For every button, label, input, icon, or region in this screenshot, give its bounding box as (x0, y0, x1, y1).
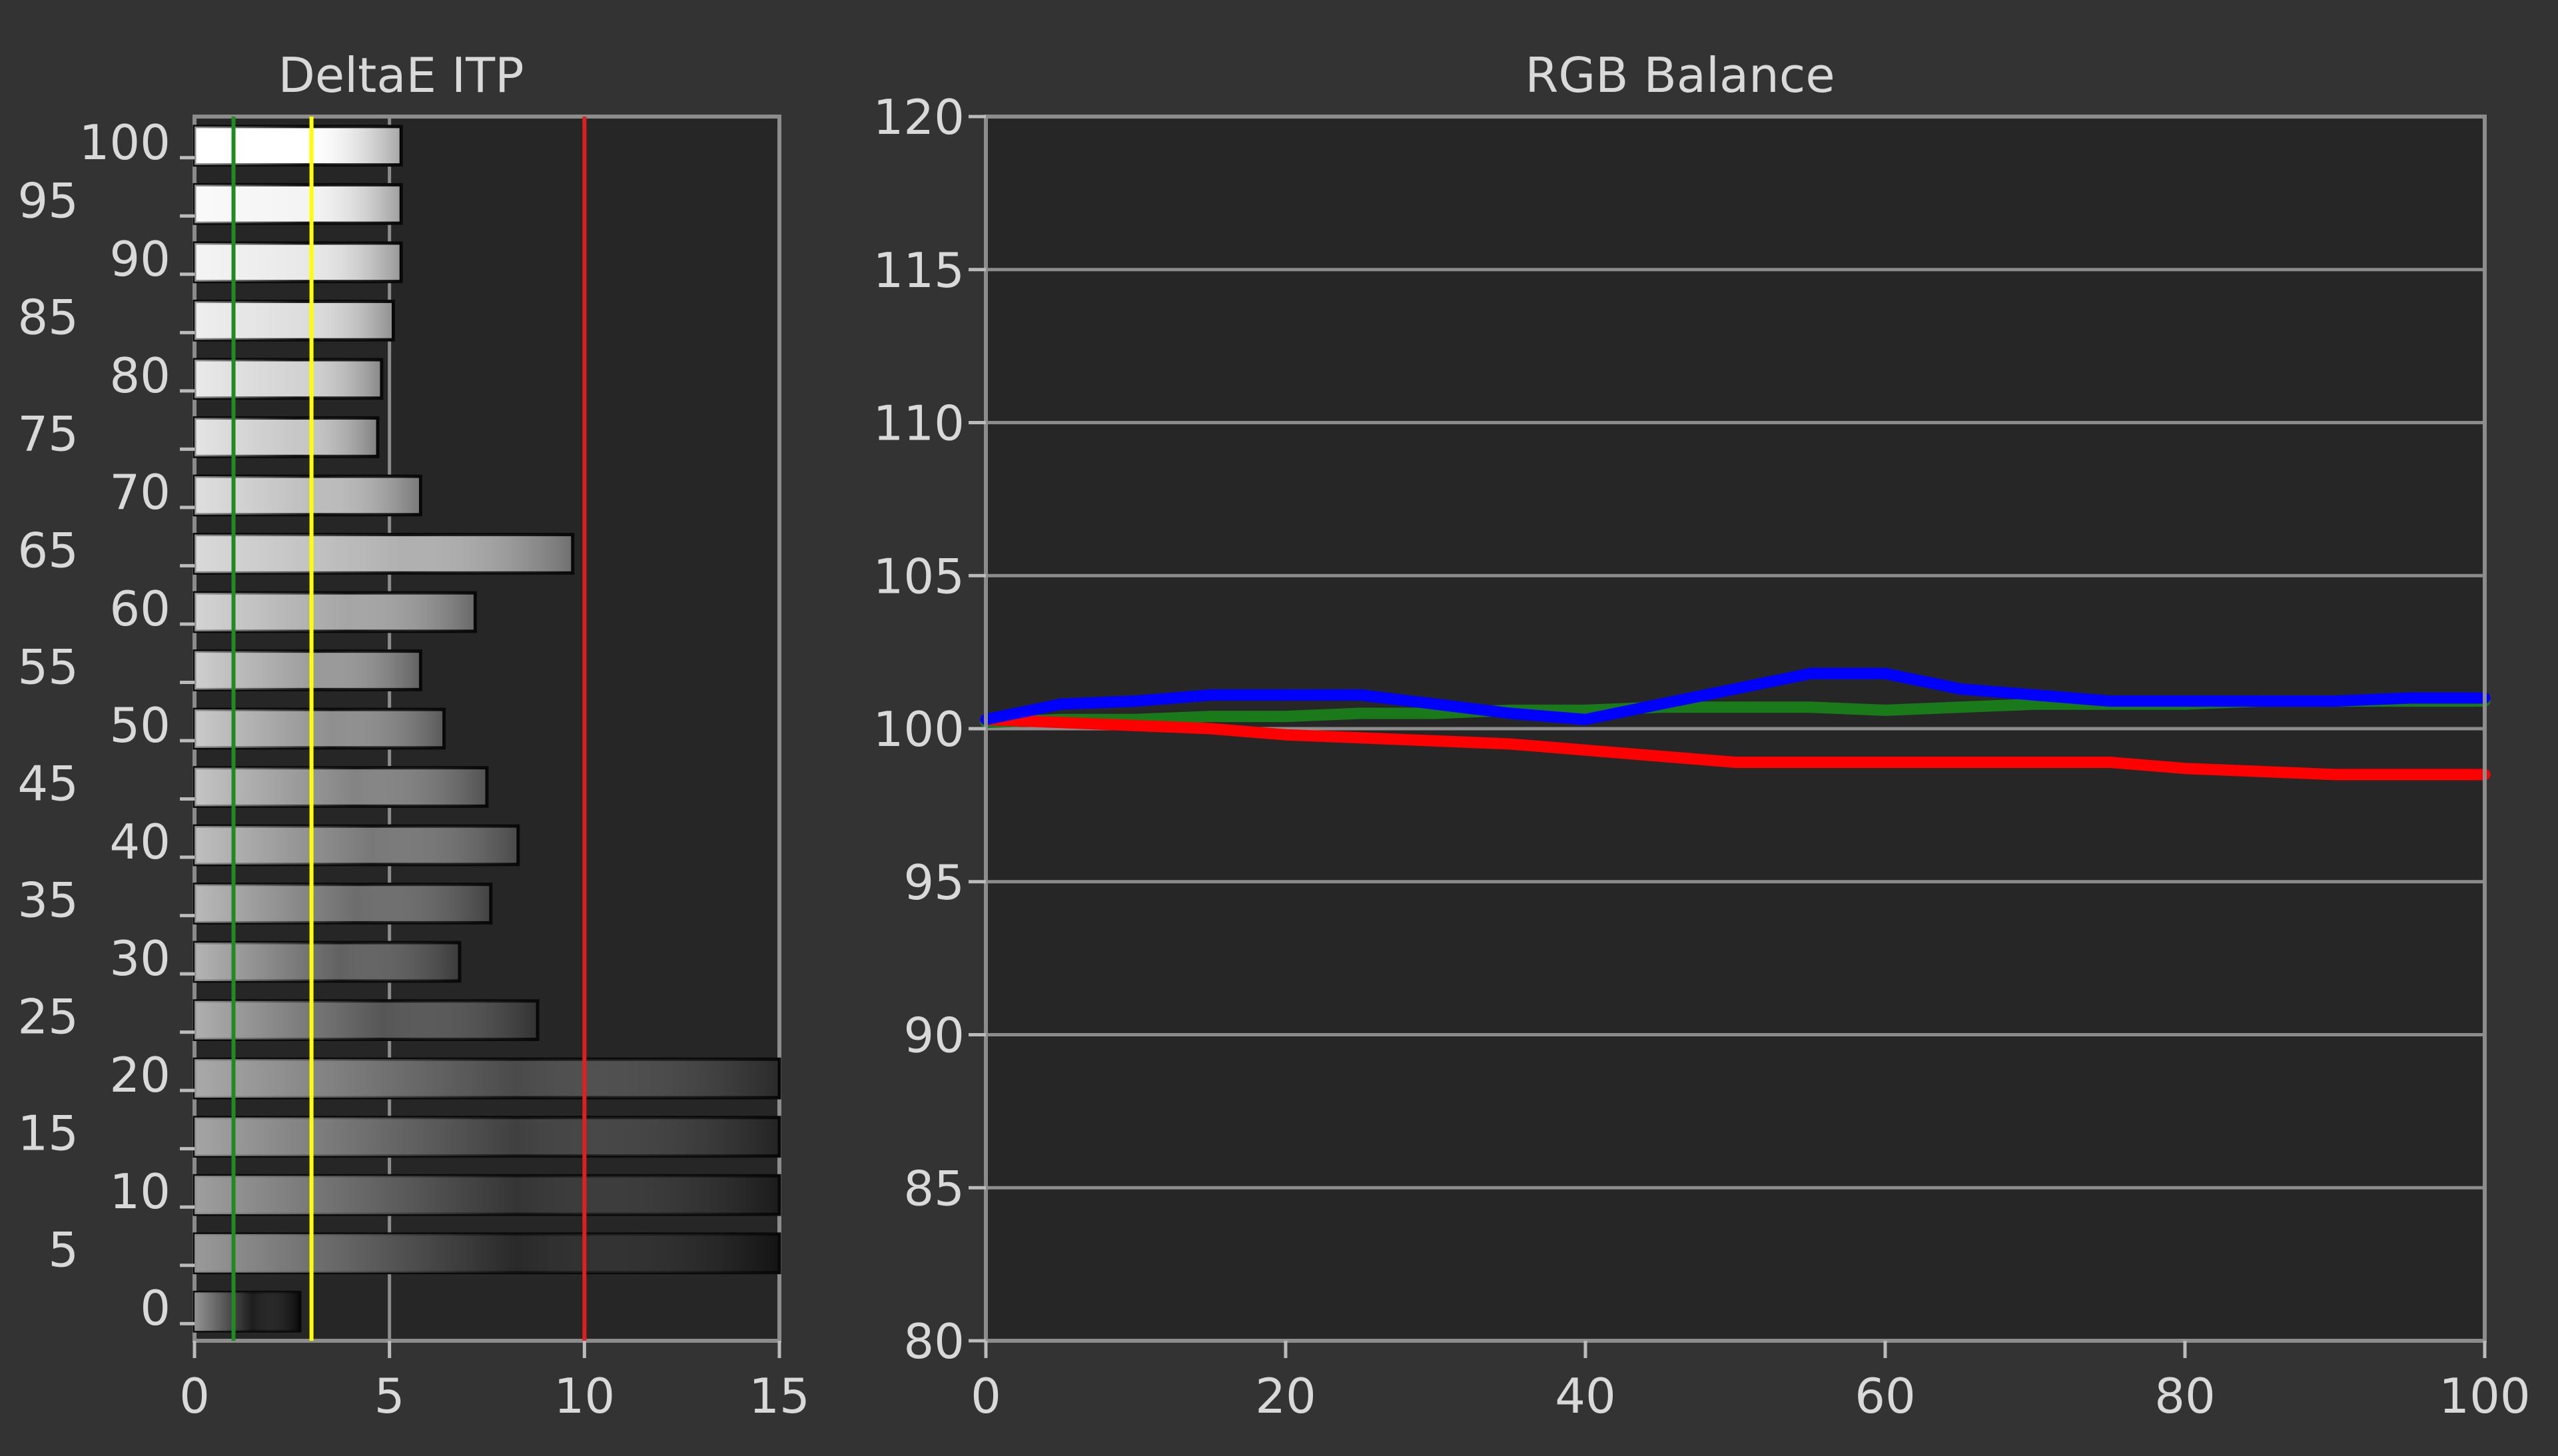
rgb-ytick-label: 95 (903, 855, 965, 910)
deltae-ytick-label: 55 (17, 639, 79, 695)
rgb-ytick-label: 105 (873, 548, 965, 604)
deltae-ytick-label: 65 (17, 522, 79, 578)
deltae-ytick-label: 50 (109, 697, 171, 753)
rgb-grid (986, 268, 2485, 1190)
deltae-bar-shade (195, 826, 518, 865)
deltae-ytick-label: 70 (109, 464, 171, 520)
deltae-bar-shade (195, 126, 402, 165)
rgb-series-line (980, 713, 2491, 781)
deltae-ytick-label: 35 (17, 873, 79, 928)
deltae-ytick-label: 45 (17, 756, 79, 812)
deltae-bar-shade (195, 884, 491, 923)
deltae-bar-shade (195, 418, 378, 457)
deltae-ytick-label: 25 (17, 989, 79, 1045)
deltae-ytick-label: 80 (109, 348, 171, 404)
rgb-ytick-label: 80 (903, 1313, 965, 1369)
deltae-xtick-label: 15 (749, 1368, 810, 1424)
deltae-ytick-label: 20 (109, 1047, 171, 1103)
deltae-ytick-label: 75 (17, 406, 79, 462)
deltae-bar-shade (195, 534, 573, 573)
deltae-ytick-label: 95 (17, 173, 79, 228)
rgb-ytick-label: 90 (903, 1008, 965, 1064)
deltae-ytick-label: 0 (140, 1280, 171, 1336)
rgb-xtick-label: 40 (1555, 1368, 1616, 1424)
deltae-xtick-label: 5 (374, 1368, 405, 1424)
deltae-bar-shade (195, 942, 460, 981)
rgb-series-line (980, 667, 2491, 725)
deltae-bar-shade (195, 1059, 779, 1098)
deltae-axes: 1009590858075706560555045403530252015105… (17, 115, 809, 1424)
deltae-title: DeltaE ITP (278, 47, 524, 103)
deltae-ytick-label: 85 (17, 289, 79, 345)
rgb-ytick-label: 85 (903, 1160, 965, 1216)
deltae-panel: DeltaE ITP 10095908580757065605550454035… (17, 47, 809, 1424)
rgb-series (980, 667, 2491, 781)
deltae-xtick-label: 0 (179, 1368, 210, 1424)
deltae-bar-shade (195, 593, 476, 631)
deltae-bar-shade (195, 709, 444, 748)
rgb-xtick-label: 0 (971, 1368, 1001, 1424)
deltae-bar-shade (195, 651, 421, 690)
deltae-bar-shade (195, 301, 394, 340)
deltae-bar-shade (195, 242, 402, 282)
deltae-ytick-label: 15 (17, 1106, 79, 1162)
deltae-bar-shade (195, 1117, 779, 1156)
deltae-bar-shade (195, 1000, 538, 1040)
rgb-ytick-label: 115 (873, 242, 965, 298)
rgb-ytick-label: 120 (873, 89, 965, 145)
rgb-xtick-label: 60 (1855, 1368, 1916, 1424)
deltae-bar-shade (195, 1234, 779, 1273)
deltae-bar-shade (195, 359, 382, 398)
deltae-ytick-label: 30 (109, 930, 171, 986)
deltae-ytick-label: 60 (109, 581, 171, 637)
deltae-bars (193, 125, 781, 1333)
rgb-xtick-label: 100 (2439, 1368, 2530, 1424)
rgb-ytick-label: 100 (873, 701, 965, 757)
rgb-xtick-label: 20 (1255, 1368, 1316, 1424)
deltae-bar-shade (195, 476, 421, 515)
deltae-bar-shade (195, 1176, 779, 1215)
deltae-bar-shade (195, 767, 487, 807)
deltae-xtick-label: 10 (554, 1368, 616, 1424)
deltae-ytick-label: 40 (109, 814, 171, 870)
deltae-bar-shade (195, 1292, 300, 1331)
rgb-title: RGB Balance (1525, 47, 1835, 103)
deltae-bar-shade (195, 184, 402, 224)
deltae-ytick-label: 5 (48, 1222, 79, 1278)
deltae-reference-lines (231, 117, 587, 1341)
deltae-ytick-label: 10 (109, 1164, 171, 1220)
rgb-ytick-label: 110 (873, 396, 965, 452)
deltae-ytick-label: 90 (109, 231, 171, 287)
deltae-ytick-label: 100 (79, 115, 171, 171)
rgb-xtick-label: 80 (2154, 1368, 2216, 1424)
